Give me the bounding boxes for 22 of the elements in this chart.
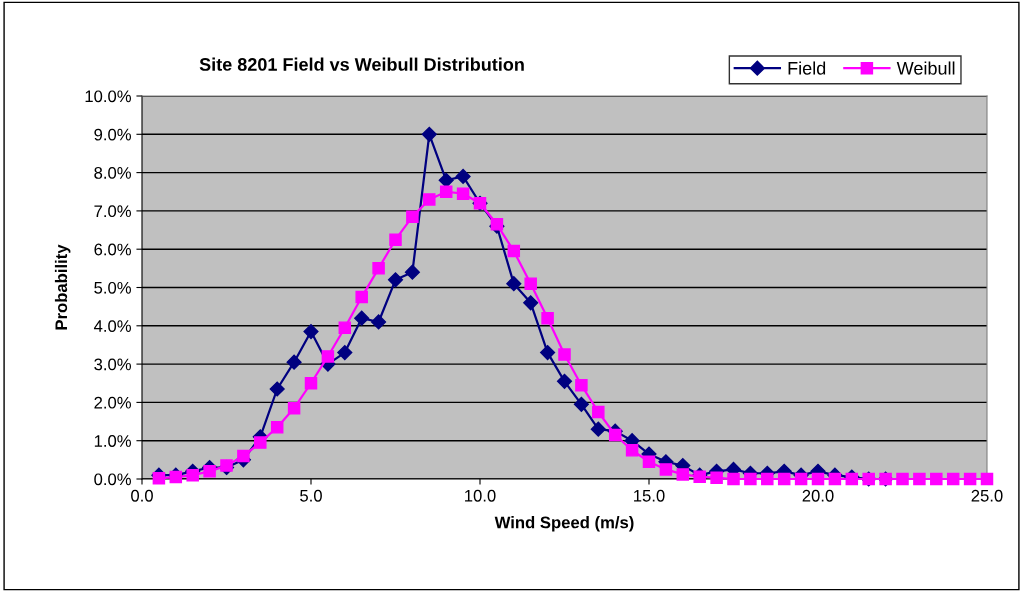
y-tick-label: 5.0% — [94, 281, 131, 294]
x-tick-label: 0.0 — [131, 489, 153, 502]
x-tick-label: 10.0 — [465, 489, 496, 502]
legend-label: Weibull — [896, 61, 955, 75]
y-tick-label: 8.0% — [94, 167, 131, 179]
y-tick-label: 1.0% — [94, 435, 131, 447]
y-tick-label: 10.0% — [85, 90, 131, 103]
x-tick-label: 5.0 — [300, 489, 322, 502]
legend-label: Field — [788, 61, 826, 75]
y-tick-label: 3.0% — [94, 358, 131, 371]
y-tick-label: 9.0% — [94, 128, 131, 141]
y-tick-label: 6.0% — [94, 243, 131, 256]
chart-title: Site 8201 Field vs Weibull Distribution — [199, 57, 524, 71]
x-tick-label: 20.0 — [802, 489, 834, 502]
y-tick-label: 2.0% — [94, 396, 131, 409]
y-tick-label: 7.0% — [94, 205, 131, 218]
y-tick-label: 0.0% — [94, 473, 131, 486]
x-tick-label: 15.0 — [634, 489, 665, 502]
y-tick-label: 4.0% — [93, 320, 131, 332]
x-axis-title: Wind Speed (m/s) — [494, 516, 634, 532]
y-axis-title: Probability — [54, 244, 71, 330]
x-tick-label: 25.0 — [971, 489, 1003, 502]
